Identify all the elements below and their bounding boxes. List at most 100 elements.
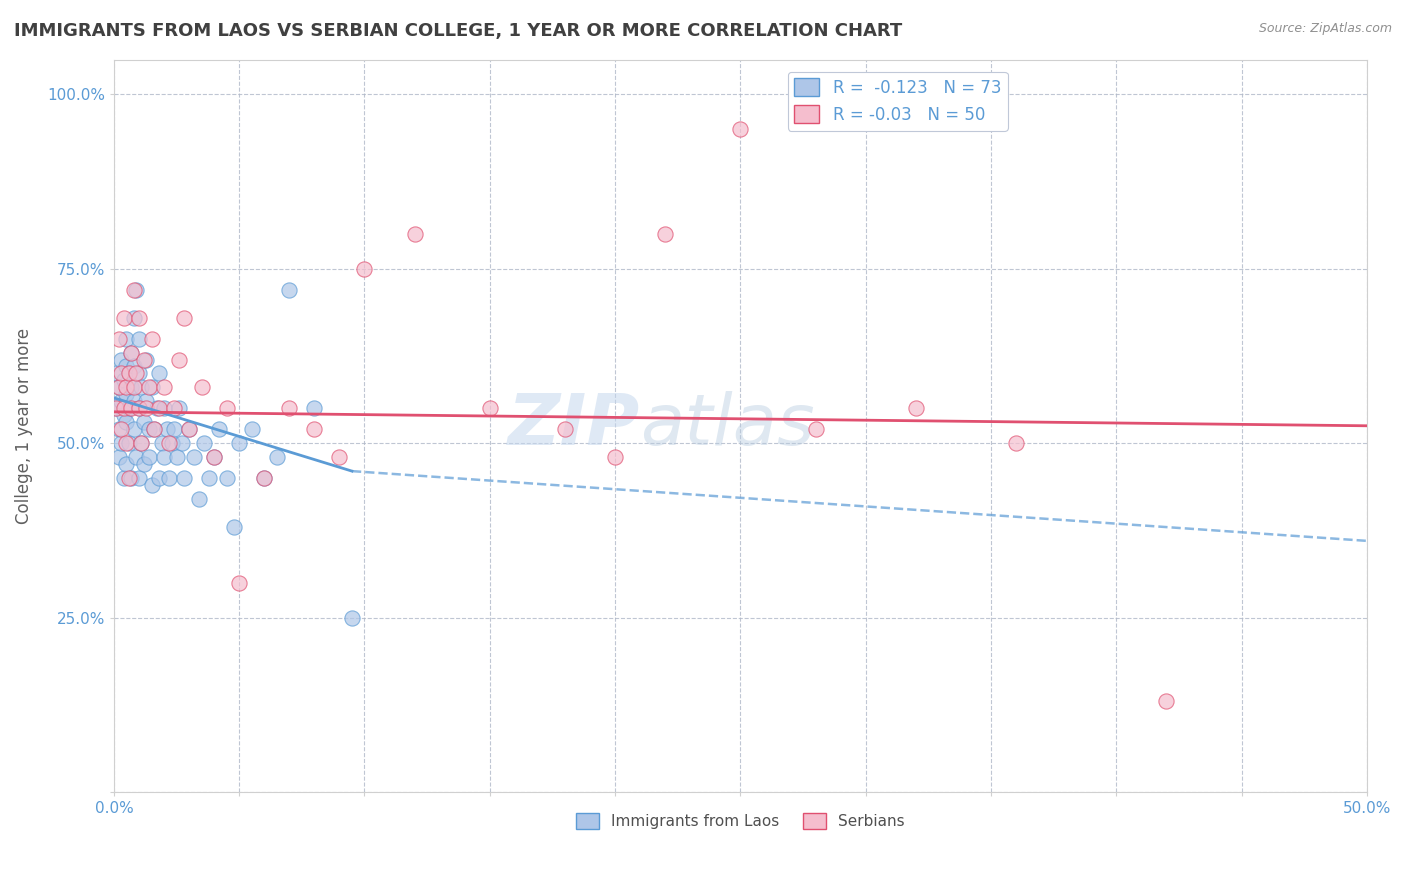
Point xyxy=(118,436,141,450)
Point xyxy=(115,415,138,429)
Point xyxy=(166,450,188,465)
Point xyxy=(173,471,195,485)
Point xyxy=(122,422,145,436)
Point xyxy=(105,401,128,416)
Point xyxy=(148,401,170,416)
Point xyxy=(304,401,326,416)
Point xyxy=(122,380,145,394)
Point xyxy=(118,367,141,381)
Point xyxy=(215,401,238,416)
Point xyxy=(240,422,263,436)
Point xyxy=(110,352,132,367)
Point xyxy=(160,436,183,450)
Point xyxy=(266,450,288,465)
Point xyxy=(120,345,142,359)
Point xyxy=(128,367,150,381)
Point xyxy=(128,401,150,416)
Point xyxy=(1005,436,1028,450)
Point xyxy=(153,401,176,416)
Point xyxy=(120,471,142,485)
Point xyxy=(125,283,148,297)
Point xyxy=(177,422,200,436)
Point xyxy=(654,227,676,241)
Point xyxy=(112,374,135,388)
Point xyxy=(208,422,231,436)
Point xyxy=(404,227,426,241)
Point xyxy=(340,610,363,624)
Point xyxy=(110,394,132,409)
Point xyxy=(112,471,135,485)
Point xyxy=(183,450,205,465)
Point xyxy=(188,491,211,506)
Point xyxy=(177,422,200,436)
Point xyxy=(141,380,163,394)
Point xyxy=(153,450,176,465)
Point xyxy=(215,471,238,485)
Point xyxy=(157,436,180,450)
Point xyxy=(155,422,177,436)
Point xyxy=(115,359,138,374)
Point xyxy=(170,436,193,450)
Point xyxy=(138,450,160,465)
Point xyxy=(120,345,142,359)
Point xyxy=(554,422,576,436)
Point xyxy=(132,352,155,367)
Point xyxy=(118,471,141,485)
Point xyxy=(125,450,148,465)
Point xyxy=(353,261,375,276)
Point xyxy=(730,122,752,136)
Point xyxy=(128,401,150,416)
Point xyxy=(278,283,301,297)
Point xyxy=(108,332,131,346)
Point xyxy=(228,575,250,590)
Point xyxy=(115,380,138,394)
Point xyxy=(110,436,132,450)
Point xyxy=(141,332,163,346)
Point xyxy=(141,478,163,492)
Point xyxy=(131,436,153,450)
Point xyxy=(120,380,142,394)
Point xyxy=(167,352,190,367)
Point xyxy=(163,401,186,416)
Point xyxy=(173,310,195,325)
Point xyxy=(105,367,128,381)
Point xyxy=(110,367,132,381)
Point xyxy=(122,359,145,374)
Text: Source: ZipAtlas.com: Source: ZipAtlas.com xyxy=(1258,22,1392,36)
Point xyxy=(132,457,155,471)
Point xyxy=(108,380,131,394)
Point xyxy=(118,367,141,381)
Point xyxy=(167,401,190,416)
Point xyxy=(115,387,138,401)
Point xyxy=(122,394,145,409)
Point xyxy=(135,352,157,367)
Point xyxy=(128,471,150,485)
Point xyxy=(150,436,173,450)
Text: IMMIGRANTS FROM LAOS VS SERBIAN COLLEGE, 1 YEAR OR MORE CORRELATION CHART: IMMIGRANTS FROM LAOS VS SERBIAN COLLEGE,… xyxy=(14,22,903,40)
Point xyxy=(148,471,170,485)
Point xyxy=(198,471,221,485)
Point xyxy=(105,401,128,416)
Point xyxy=(190,380,212,394)
Point xyxy=(603,450,626,465)
Point xyxy=(253,471,276,485)
Point xyxy=(115,457,138,471)
Point xyxy=(304,422,326,436)
Point xyxy=(115,332,138,346)
Point xyxy=(122,283,145,297)
Point xyxy=(112,310,135,325)
Point xyxy=(128,310,150,325)
Point xyxy=(132,415,155,429)
Point xyxy=(138,380,160,394)
Point xyxy=(128,332,150,346)
Point xyxy=(157,471,180,485)
Point xyxy=(110,422,132,436)
Text: ZIP: ZIP xyxy=(508,392,640,460)
Point xyxy=(112,401,135,416)
Point xyxy=(131,436,153,450)
Point xyxy=(278,401,301,416)
Point xyxy=(202,450,225,465)
Point xyxy=(153,380,176,394)
Point xyxy=(125,367,148,381)
Point xyxy=(120,401,142,416)
